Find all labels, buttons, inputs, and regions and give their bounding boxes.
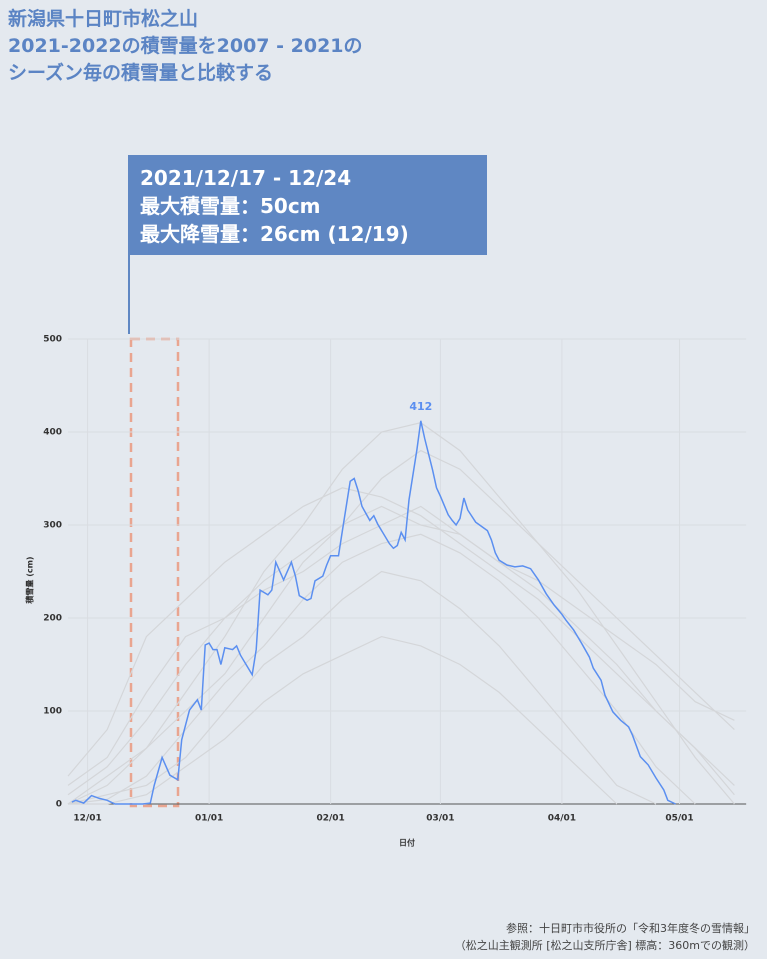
x-tick-label: 02/01 [316,814,344,824]
y-tick-label: 300 [43,521,62,531]
title-line: シーズン毎の積雪量と比較する [8,62,274,84]
x-tick-label: 05/01 [665,814,693,824]
annotation-line: 最大降雪量：26cm (12/19) [140,222,409,246]
x-tick-label: 01/01 [195,814,223,824]
x-axis-title: 日付 [399,838,415,848]
x-tick-label: 12/01 [73,814,101,824]
comparison-line [67,449,735,805]
data-label: 412 [409,400,432,413]
source-line: （松之山主観測所 [松之山支所庁舎] 標高：360mでの観測） [454,939,755,952]
title: 新潟県十日町市松之山 2021-2022の積雪量を2007 - 2021の シー… [8,6,528,87]
annotation-line: 2021/12/17 - 12/24 [140,166,352,190]
comparison-line [67,533,696,805]
y-axis-title: 積雪量 (cm) [25,556,35,604]
highlight-line [71,420,676,805]
x-tick-label: 03/01 [426,814,454,824]
comparison-line [67,487,735,796]
comparison-line [67,570,657,805]
annotation-line: 最大積雪量：50cm [140,194,321,218]
source-line: 参照：十日町市市役所の「令和3年度冬の雪情報」 [506,922,755,935]
comparison-line [67,422,735,805]
annotation: 2021/12/17 - 12/24 最大積雪量：50cm 最大降雪量：26cm… [128,155,487,255]
source: 参照：十日町市市役所の「令和3年度冬の雪情報」 （松之山主観測所 [松之山支所庁… [455,920,755,954]
comparison-line [67,505,735,786]
y-tick-label: 200 [43,614,62,624]
title-line: 新潟県十日町市松之山 [8,8,199,30]
y-tick-label: 500 [43,335,62,345]
y-tick-label: 0 [56,800,62,810]
y-tick-label: 100 [43,707,62,717]
y-tick-label: 400 [43,428,62,438]
comparison-line [68,635,618,805]
title-line: 2021-2022の積雪量を2007 - 2021の [8,35,363,57]
x-tick-label: 04/01 [548,814,576,824]
